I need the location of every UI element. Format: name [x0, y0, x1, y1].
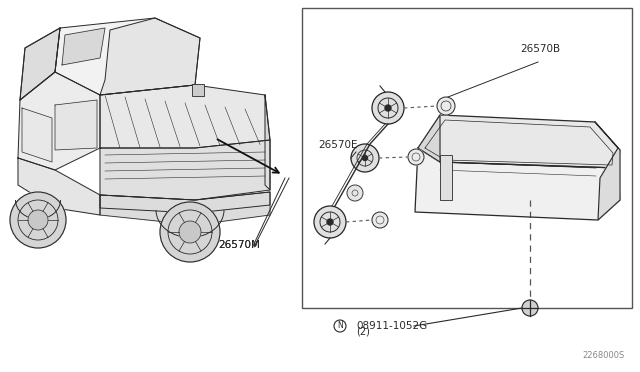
Polygon shape — [418, 115, 440, 162]
Polygon shape — [55, 18, 200, 95]
Polygon shape — [100, 192, 270, 213]
Text: 08911-1052G: 08911-1052G — [356, 321, 428, 331]
Circle shape — [522, 300, 538, 316]
Polygon shape — [20, 28, 60, 100]
Polygon shape — [62, 28, 105, 65]
Text: 26570M: 26570M — [218, 240, 260, 250]
Circle shape — [372, 92, 404, 124]
Polygon shape — [18, 158, 100, 215]
Polygon shape — [100, 85, 270, 148]
Circle shape — [437, 97, 455, 115]
Polygon shape — [100, 140, 270, 200]
Circle shape — [351, 144, 379, 172]
Circle shape — [160, 202, 220, 262]
Text: (2): (2) — [356, 327, 370, 337]
Circle shape — [28, 210, 48, 230]
Polygon shape — [20, 28, 60, 100]
Polygon shape — [595, 122, 620, 220]
Bar — [192, 84, 204, 96]
Circle shape — [347, 185, 363, 201]
Text: 2268000S: 2268000S — [583, 351, 625, 360]
Circle shape — [179, 221, 201, 243]
Text: N: N — [337, 321, 343, 330]
Bar — [302, 8, 632, 308]
Text: 26570M: 26570M — [218, 240, 260, 250]
Circle shape — [372, 212, 388, 228]
Bar — [440, 155, 452, 200]
Polygon shape — [55, 100, 97, 150]
Polygon shape — [265, 95, 270, 190]
Circle shape — [385, 105, 391, 111]
Polygon shape — [418, 115, 620, 168]
Polygon shape — [100, 18, 200, 95]
Circle shape — [362, 155, 367, 160]
Circle shape — [314, 206, 346, 238]
Circle shape — [10, 192, 66, 248]
Polygon shape — [415, 148, 620, 220]
Circle shape — [327, 219, 333, 225]
Polygon shape — [100, 192, 270, 225]
Text: 26570E: 26570E — [318, 140, 358, 150]
Polygon shape — [22, 108, 52, 162]
Text: 26570B: 26570B — [520, 44, 560, 54]
Circle shape — [408, 149, 424, 165]
Polygon shape — [18, 72, 100, 170]
